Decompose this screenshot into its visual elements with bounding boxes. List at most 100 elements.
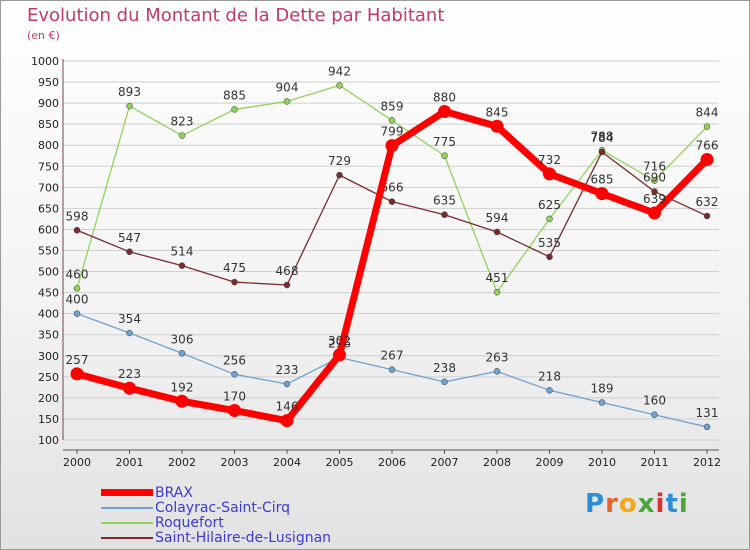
point-roquefort-2000 [73,285,81,292]
data-label-brax-2005: 302 [328,334,351,348]
data-label-colayrac-saint-cirq-2012: 131 [696,406,719,420]
x-tick-label-2008: 2008 [483,456,511,469]
x-tick-label-2012: 2012 [693,456,721,469]
data-label-colayrac-saint-cirq-2003: 256 [223,353,246,367]
data-label-roquefort-2001: 893 [118,85,141,99]
x-tick-label-2001: 2001 [116,456,144,469]
point-saint-hilaire-de-lusignan-2008 [493,228,501,236]
point-brax-2004 [280,414,294,428]
data-label-colayrac-saint-cirq-2006: 267 [381,349,404,363]
y-tick-label-200: 200 [38,392,59,405]
data-label-brax-2006: 799 [381,125,404,139]
point-roquefort-2004 [283,98,291,105]
point-saint-hilaire-de-lusignan-2012 [703,212,711,220]
data-label-roquefort-2007: 775 [433,135,456,149]
point-roquefort-2011 [651,177,658,184]
data-label-saint-hilaire-de-lusignan-2010: 784 [591,131,614,145]
point-saint-hilaire-de-lusignan-2002 [178,262,186,269]
point-colayrac-saint-cirq-2007 [441,378,448,386]
data-label-roquefort-2009: 625 [538,198,561,212]
data-label-colayrac-saint-cirq-2001: 354 [118,312,141,326]
point-brax-2003 [228,404,241,418]
y-tick-label-300: 300 [38,350,59,363]
point-colayrac-saint-cirq-2008 [493,368,501,375]
data-label-saint-hilaire-de-lusignan-2006: 666 [381,181,404,195]
data-label-saint-hilaire-de-lusignan-2003: 475 [223,261,246,275]
y-tick-label-550: 550 [38,245,59,258]
data-label-colayrac-saint-cirq-2004: 233 [276,363,299,377]
y-tick-label-750: 750 [38,160,59,173]
x-tick-label-2011: 2011 [641,456,669,469]
x-tick-label-2000: 2000 [63,456,91,469]
data-label-saint-hilaire-de-lusignan-2011: 690 [643,171,666,185]
y-tick-label-100: 100 [38,434,59,447]
point-brax-2000 [70,367,84,381]
logo-letter: r [605,489,619,519]
point-colayrac-saint-cirq-2010 [598,399,606,406]
data-label-colayrac-saint-cirq-2008: 263 [486,350,509,364]
point-colayrac-saint-cirq-2011 [651,411,658,418]
logo-letter: x [637,489,656,519]
point-brax-2002 [175,394,189,408]
data-label-brax-2001: 223 [118,367,141,381]
data-label-roquefort-2006: 859 [381,99,404,113]
x-tick-label-2002: 2002 [168,456,196,469]
data-label-roquefort-2003: 885 [223,88,246,102]
point-saint-hilaire-de-lusignan-2006 [388,198,396,205]
point-roquefort-2012 [703,123,711,130]
y-tick-label-700: 700 [38,181,59,194]
legend-swatch-roquefort [101,522,153,524]
data-label-saint-hilaire-de-lusignan-2005: 729 [328,154,351,168]
series-line-brax [73,108,711,425]
point-roquefort-2009 [546,215,553,223]
data-label-brax-2012: 766 [696,139,719,153]
point-brax-2008 [490,119,504,133]
data-label-brax-2011: 639 [643,192,666,206]
point-saint-hilaire-de-lusignan-2004 [283,281,291,289]
data-label-roquefort-2012: 844 [696,106,719,120]
data-label-colayrac-saint-cirq-2011: 160 [643,394,666,408]
data-label-colayrac-saint-cirq-2002: 306 [171,332,194,346]
x-tick-label-2010: 2010 [588,456,616,469]
legend-label-saint-hilaire: Saint-Hilaire-de-Lusignan [155,530,332,546]
logo-letter: i [655,489,666,519]
point-saint-hilaire-de-lusignan-2007 [441,211,448,218]
data-label-brax-2000: 257 [66,353,89,367]
logo-letter: P [585,489,606,519]
data-label-colayrac-saint-cirq-2000: 400 [66,293,89,307]
point-brax-2001 [123,381,136,395]
point-brax-2010 [595,187,609,201]
logo-letter: o [618,489,638,519]
point-brax-2011 [648,206,661,220]
x-tick-label-2006: 2006 [378,456,406,469]
data-label-roquefort-2002: 823 [171,115,194,129]
chart-unit-label: (en €) [27,29,60,42]
point-colayrac-saint-cirq-2001 [126,329,133,337]
point-roquefort-2006 [388,117,396,124]
data-label-roquefort-2000: 460 [66,267,89,281]
y-tick-label-950: 950 [38,76,59,89]
point-saint-hilaire-de-lusignan-2009 [546,253,553,261]
data-label-colayrac-saint-cirq-2010: 189 [591,382,614,396]
data-label-brax-2004: 146 [276,400,299,414]
point-roquefort-2002 [178,132,186,139]
point-saint-hilaire-de-lusignan-2005 [336,171,343,179]
line-chart: 100 150 200 250 300 350 400 450 500 550 600 650 700 7… [31,55,721,469]
x-tick-label-2009: 2009 [536,456,564,469]
data-label-colayrac-saint-cirq-2009: 218 [538,369,561,383]
y-tick-label-250: 250 [38,371,59,384]
point-roquefort-2007 [441,152,448,159]
data-label-saint-hilaire-de-lusignan-2012: 632 [696,195,719,209]
point-brax-2012 [700,153,714,167]
point-colayrac-saint-cirq-2002 [178,350,186,357]
point-roquefort-2003 [231,106,238,113]
data-label-roquefort-2005: 942 [328,64,351,78]
x-tick-label-2007: 2007 [431,456,459,469]
data-label-saint-hilaire-de-lusignan-2007: 635 [433,194,456,208]
point-saint-hilaire-de-lusignan-2011 [651,188,658,195]
point-colayrac-saint-cirq-2009 [546,387,553,394]
point-colayrac-saint-cirq-2012 [703,423,711,431]
point-roquefort-2005 [336,82,343,89]
data-label-brax-2010: 685 [591,173,614,187]
